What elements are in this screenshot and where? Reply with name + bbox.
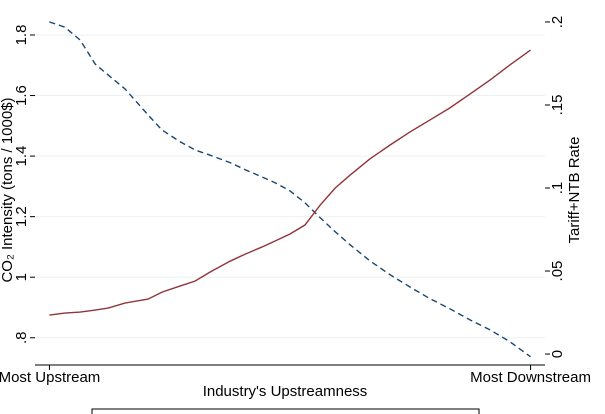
y-tick-label: 1.8 [13, 25, 30, 46]
series-line [49, 21, 531, 358]
y-tick-label: .8 [13, 331, 30, 344]
y-axis-label: CO₂ Intensity (tons / 1000$) [0, 97, 16, 282]
y-tick-label: 1.4 [13, 146, 30, 167]
x-tick-label: Most Downstream [470, 369, 591, 386]
y2-tick-label: 0 [549, 350, 566, 358]
y-tick-label: 1 [13, 273, 30, 281]
y2-tick-label: .1 [549, 182, 566, 195]
y2-tick-label: .15 [549, 95, 566, 116]
x-tick-label: Most Upstream [0, 369, 100, 386]
y2-tick-label: .05 [549, 261, 566, 282]
x-axis-label: Industry's Upstreamness [203, 383, 368, 400]
y-tick-label: 1.6 [13, 85, 30, 106]
y-tick-label: 1.2 [13, 206, 30, 227]
series-line [49, 49, 531, 316]
y2-axis-label: Tariff+NTB Rate [566, 137, 583, 244]
y2-tick-label: .2 [549, 16, 566, 29]
legend-box [91, 408, 480, 414]
